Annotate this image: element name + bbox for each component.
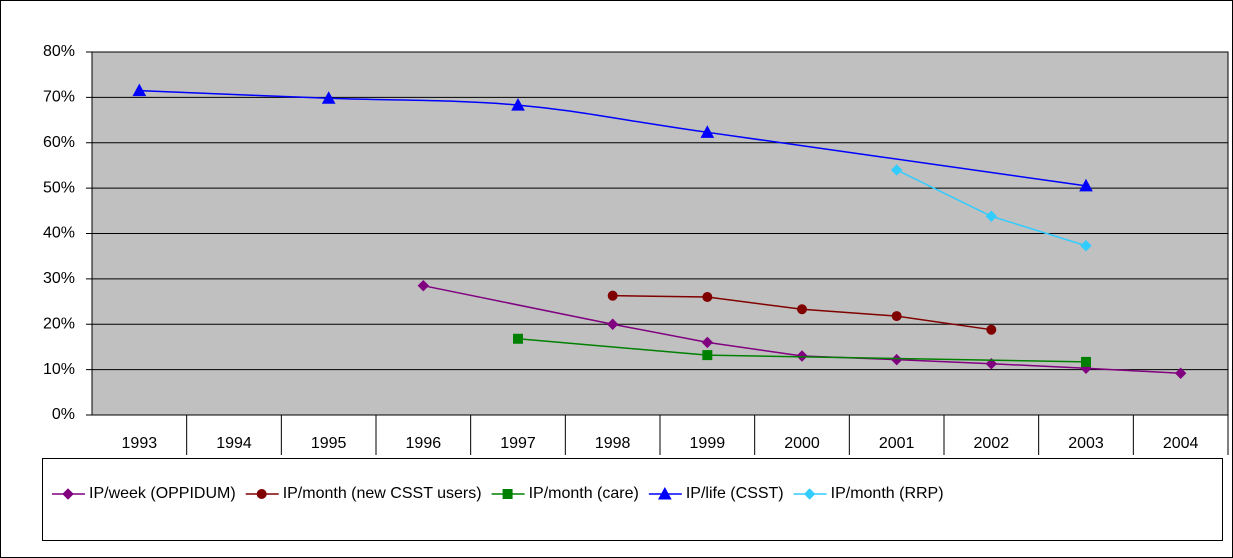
marker — [513, 333, 523, 344]
marker — [511, 98, 525, 111]
x-tick-label: 1996 — [406, 435, 442, 452]
marker — [658, 486, 672, 500]
legend-label: IP/month (care) — [529, 485, 639, 502]
marker — [985, 210, 998, 222]
y-tick-label: 50% — [43, 179, 75, 196]
x-tick-label: 2001 — [879, 435, 915, 452]
marker — [606, 318, 619, 330]
marker — [502, 489, 513, 499]
marker — [417, 279, 430, 292]
marker — [796, 350, 808, 362]
x-tick-label: 2002 — [974, 435, 1010, 452]
marker — [321, 91, 336, 104]
series — [513, 333, 1091, 367]
y-tick-label: 40% — [43, 225, 75, 242]
marker — [1079, 178, 1093, 192]
marker — [985, 358, 998, 370]
marker — [986, 324, 997, 335]
marker — [132, 83, 147, 97]
marker — [607, 290, 618, 301]
y-tick-label: 60% — [43, 134, 75, 151]
x-tick-label: 1994 — [216, 435, 252, 452]
series — [607, 290, 997, 335]
x-tick-label: 1998 — [595, 435, 631, 452]
marker — [1080, 240, 1092, 252]
x-tick-label: 1993 — [122, 435, 158, 452]
series — [890, 164, 1092, 252]
marker — [701, 336, 714, 349]
x-tick-label: 2003 — [1068, 435, 1104, 452]
marker — [700, 125, 715, 138]
y-tick-label: 30% — [43, 270, 75, 287]
x-tick-label: 1997 — [500, 435, 536, 452]
line — [139, 89, 1087, 187]
y-tick-label: 10% — [43, 361, 75, 378]
x-tick-label: 2004 — [1163, 435, 1199, 452]
marker — [702, 350, 713, 361]
marker — [256, 489, 267, 499]
legend-label: IP/month (new CSST users) — [283, 485, 482, 502]
y-tick-label: 70% — [43, 89, 75, 106]
legend-label: IP/week (OPPIDUM) — [89, 485, 236, 502]
legend-label: IP/life (CSST) — [686, 485, 784, 502]
marker — [890, 164, 903, 176]
legend-label: IP/month (RRP) — [831, 485, 944, 502]
marker — [702, 292, 713, 303]
marker — [891, 311, 902, 322]
marker — [62, 488, 74, 500]
marker — [1081, 356, 1091, 367]
x-tick-label: 2000 — [784, 435, 820, 452]
marker — [797, 304, 807, 315]
series — [132, 83, 1093, 192]
marker — [1174, 367, 1187, 379]
legend — [42, 458, 1223, 541]
x-tick-label: 1995 — [311, 435, 347, 452]
y-tick-label: 20% — [43, 315, 75, 332]
y-tick-label: 0% — [52, 406, 75, 423]
y-tick-label: 80% — [43, 43, 75, 60]
marker — [803, 488, 816, 500]
x-tick-label: 1999 — [690, 435, 726, 452]
